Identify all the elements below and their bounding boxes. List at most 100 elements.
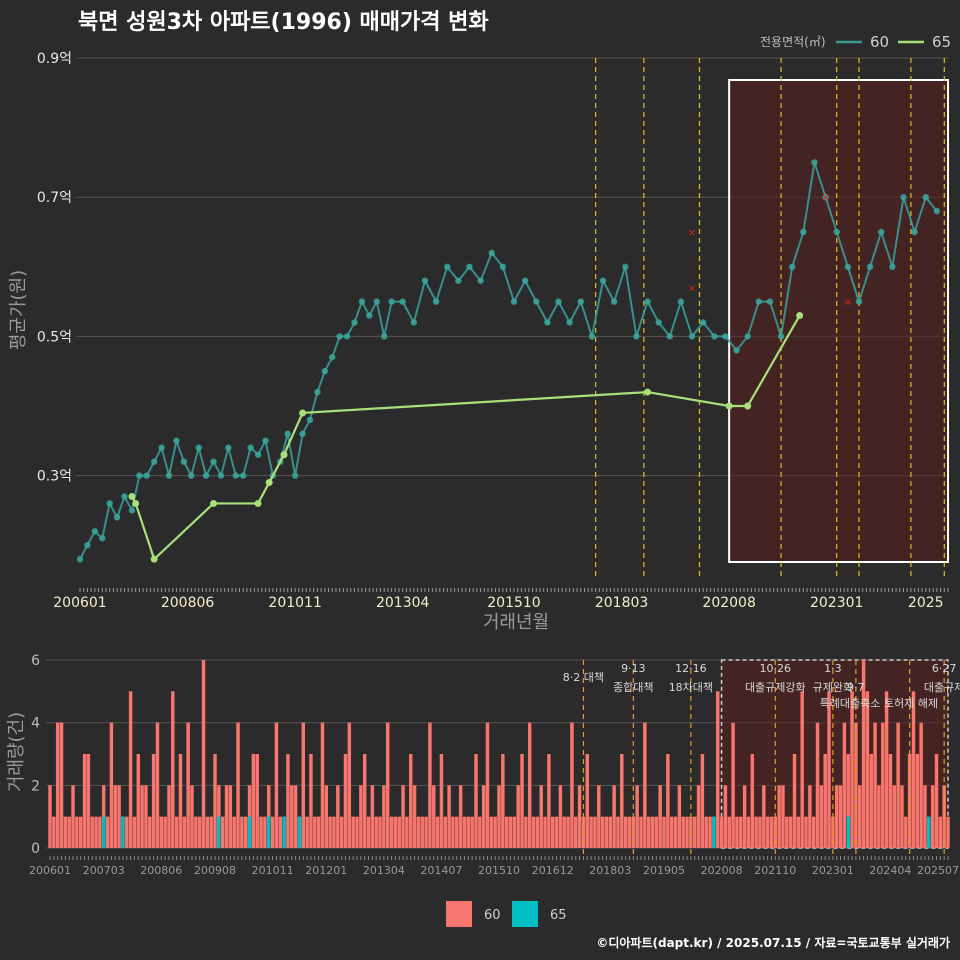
series-60-point [677,298,685,305]
volume-bar-60 [512,816,517,848]
series-60-point [128,507,136,514]
volume-bar-60 [593,816,597,848]
volume-bar-60 [209,816,213,848]
volume-bar-60 [489,816,494,848]
volume-bar-60 [136,754,140,848]
volume-bar-60 [178,754,183,848]
volume-bar-60 [481,785,486,848]
volume-bar-60 [343,754,348,848]
volume-x-tick-label: 200908 [194,864,236,877]
volume-bar-60 [777,785,781,848]
volume-bar-60 [382,785,386,848]
series-60-point [143,472,150,479]
series-60-point [180,458,188,465]
volume-bar-60 [63,816,68,848]
volume-bar-60 [785,816,789,848]
volume-bar-60 [620,754,624,848]
volume-bar-60 [313,816,317,848]
series-65-point [132,499,140,507]
volume-bar-60 [90,816,94,848]
volume-bar-60 [930,785,935,848]
volume-y-ticks: 0 2 4 6 [31,653,40,857]
volume-bar-60 [485,722,490,848]
volume-bar-60 [746,816,751,848]
volume-bar-60 [435,816,440,848]
series-65-point [128,492,136,500]
volume-bar-60 [412,785,417,848]
price-x-tick-label: 201803 [595,595,648,611]
volume-bar-65 [217,816,221,848]
series-60-point [225,444,232,451]
volume-bar-60 [911,691,916,848]
series-60-point [351,319,358,326]
volume-x-tick-label: 201304 [363,864,405,877]
volume-bar-60 [842,722,847,848]
policy-annotation-line2: 종합대책 [613,681,653,694]
volume-bar-60 [309,754,313,848]
series-60-point [262,437,269,444]
price-x-tick-label: 201304 [376,595,430,611]
volume-bar-60 [332,816,336,848]
volume-bar-60 [128,691,133,848]
volume-bar-60 [109,722,114,848]
series-65-point [796,312,804,320]
volume-x-tick-label: 202301 [812,864,854,877]
volume-bar-60 [190,785,194,848]
volume-bar-60 [666,754,670,848]
volume-bar-60 [700,754,705,848]
volume-x-tick-label: 202008 [701,864,743,877]
volume-bar-60 [458,785,463,848]
volume-bar-60 [155,722,160,848]
price-x-tick-label: 2025 [908,595,944,611]
volume-bar-60 [247,785,252,848]
volume-bar-60 [531,816,536,848]
series-60-point [666,333,673,340]
series-60-point [833,228,840,236]
volume-bar-60 [704,816,708,848]
volume-bar-60 [462,816,467,848]
volume-bar-60 [151,754,156,848]
volume-bar-60 [554,816,559,848]
series-60-point [232,472,239,479]
volume-bar-60 [52,816,56,848]
volume-bar-60 [823,754,827,848]
series-60-point [610,298,618,305]
series-65-point [254,499,262,507]
volume-bar-60 [324,785,329,848]
series-60-point [766,298,774,305]
volume-bar-60 [455,816,459,848]
volume-bar-60 [270,816,275,848]
volume-bar-65 [267,816,271,848]
volume-x-tick-label: 202110 [754,864,796,877]
volume-bar-60 [232,816,236,848]
series-60-point [588,333,596,340]
series-60-point [202,472,210,479]
volume-bar-60 [508,816,513,848]
volume-bar-60 [186,722,190,848]
volume-bar-60 [320,722,325,848]
legend-bar-swatch-65 [512,901,538,927]
volume-bar-65 [282,816,286,848]
volume-bar-60 [792,754,797,848]
series-60-point [566,319,573,326]
volume-bar-60 [623,816,628,848]
volume-x-tick-label: 200806 [140,864,182,877]
volume-bar-60 [243,816,248,848]
volume-bar-60 [719,816,724,848]
volume-bar-60 [535,816,540,848]
volume-bar-60 [616,816,620,848]
volume-bar-60 [259,816,263,848]
volume-bar-60 [762,785,766,848]
volume-bar-60 [236,722,240,848]
volume-bar-60 [82,754,87,848]
volume-bar-60 [393,816,398,848]
volume-bar-60 [267,785,271,848]
volume-bar-60 [67,816,71,848]
volume-bar-60 [551,816,555,848]
series-60-point [158,444,165,451]
series-60-point [655,319,662,326]
volume-bar-60 [907,754,912,848]
policy-annotation-line1: 12·16 [675,662,707,675]
series-60-point [533,298,540,305]
volume-bar-60 [374,816,378,848]
